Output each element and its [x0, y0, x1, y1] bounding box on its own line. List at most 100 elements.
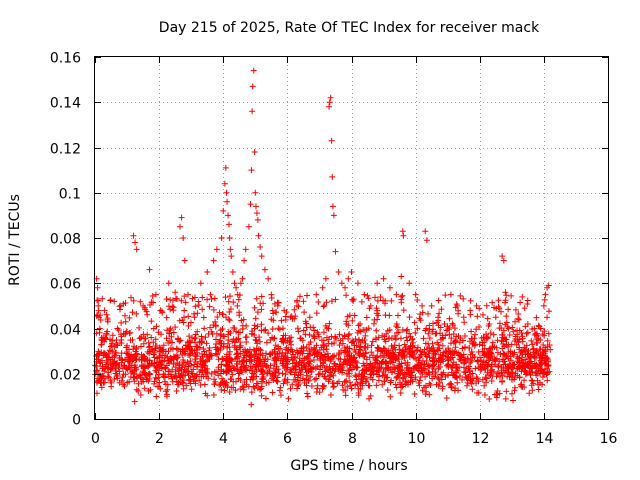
- data-point: [170, 304, 177, 311]
- data-point: [369, 338, 376, 345]
- data-point: [407, 377, 414, 384]
- data-point: [155, 361, 162, 368]
- data-point: [311, 351, 318, 358]
- data-point: [99, 365, 106, 372]
- data-point: [217, 337, 224, 344]
- data-point: [511, 387, 518, 394]
- data-point: [253, 362, 260, 369]
- data-point: [363, 314, 370, 321]
- data-point: [273, 354, 280, 361]
- data-point: [94, 284, 101, 291]
- data-point: [129, 336, 136, 343]
- data-point: [249, 108, 256, 115]
- data-point: [521, 377, 528, 384]
- data-point: [197, 280, 204, 287]
- data-point: [313, 342, 320, 349]
- data-point: [263, 380, 270, 387]
- data-point: [425, 350, 432, 357]
- data-point: [503, 292, 510, 299]
- data-point: [273, 377, 280, 384]
- data-point: [393, 374, 400, 381]
- data-point: [456, 363, 463, 370]
- data-point: [144, 311, 151, 318]
- data-point: [233, 336, 240, 343]
- data-point: [250, 67, 257, 74]
- data-point: [307, 373, 314, 380]
- data-point: [253, 361, 260, 368]
- data-point: [378, 359, 385, 366]
- data-point: [435, 314, 442, 321]
- data-point: [194, 328, 201, 335]
- data-point: [262, 326, 269, 333]
- data-point: [457, 292, 464, 299]
- data-point: [503, 313, 510, 320]
- data-point: [261, 266, 268, 273]
- data-point: [288, 334, 295, 341]
- data-point: [246, 346, 253, 353]
- data-point: [500, 257, 507, 264]
- data-point: [221, 387, 228, 394]
- data-point: [213, 351, 220, 358]
- data-point: [366, 395, 373, 402]
- data-point: [141, 335, 148, 342]
- data-point: [263, 339, 270, 346]
- data-point: [471, 354, 478, 361]
- data-point: [235, 375, 242, 382]
- data-point: [377, 294, 384, 301]
- data-point: [269, 389, 276, 396]
- data-point: [404, 359, 411, 366]
- data-point: [135, 380, 142, 387]
- data-point: [546, 308, 553, 315]
- data-point: [374, 371, 381, 378]
- axis-ticks: [95, 57, 609, 420]
- data-point: [501, 343, 508, 350]
- data-point: [153, 342, 160, 349]
- data-point: [265, 330, 272, 337]
- data-point: [205, 330, 212, 337]
- data-point: [371, 363, 378, 370]
- data-point: [355, 385, 362, 392]
- data-point: [543, 371, 550, 378]
- data-point: [489, 299, 496, 306]
- data-point: [225, 298, 232, 305]
- data-point: [479, 342, 486, 349]
- data-point: [233, 328, 240, 335]
- data-point: [423, 237, 430, 244]
- x-tick-label: 0: [91, 431, 100, 447]
- data-point: [103, 359, 110, 366]
- data-point: [365, 325, 372, 332]
- data-point: [282, 353, 289, 360]
- data-point: [421, 346, 428, 353]
- data-point: [213, 330, 220, 337]
- data-point: [444, 323, 451, 330]
- data-point: [320, 359, 327, 366]
- data-point: [395, 356, 402, 363]
- data-point: [191, 361, 198, 368]
- data-point: [398, 296, 405, 303]
- data-point: [412, 329, 419, 336]
- data-point: [533, 347, 540, 354]
- data-point: [350, 296, 357, 303]
- data-point: [352, 358, 359, 365]
- data-point: [269, 326, 276, 333]
- data-point: [381, 345, 388, 352]
- data-point: [223, 367, 230, 374]
- data-point: [349, 317, 356, 324]
- data-point: [182, 342, 189, 349]
- data-point: [163, 335, 170, 342]
- data-point: [380, 275, 387, 282]
- data-point: [387, 393, 394, 400]
- data-point: [217, 344, 224, 351]
- data-point: [132, 239, 139, 246]
- data-point: [258, 385, 265, 392]
- data-point: [219, 311, 226, 318]
- data-point: [107, 297, 114, 304]
- data-point: [132, 364, 139, 371]
- data-point: [476, 305, 483, 312]
- data-point: [175, 367, 182, 374]
- data-point: [104, 328, 111, 335]
- data-point: [118, 350, 125, 357]
- data-point: [445, 350, 452, 357]
- data-point: [381, 352, 388, 359]
- data-point: [146, 266, 153, 273]
